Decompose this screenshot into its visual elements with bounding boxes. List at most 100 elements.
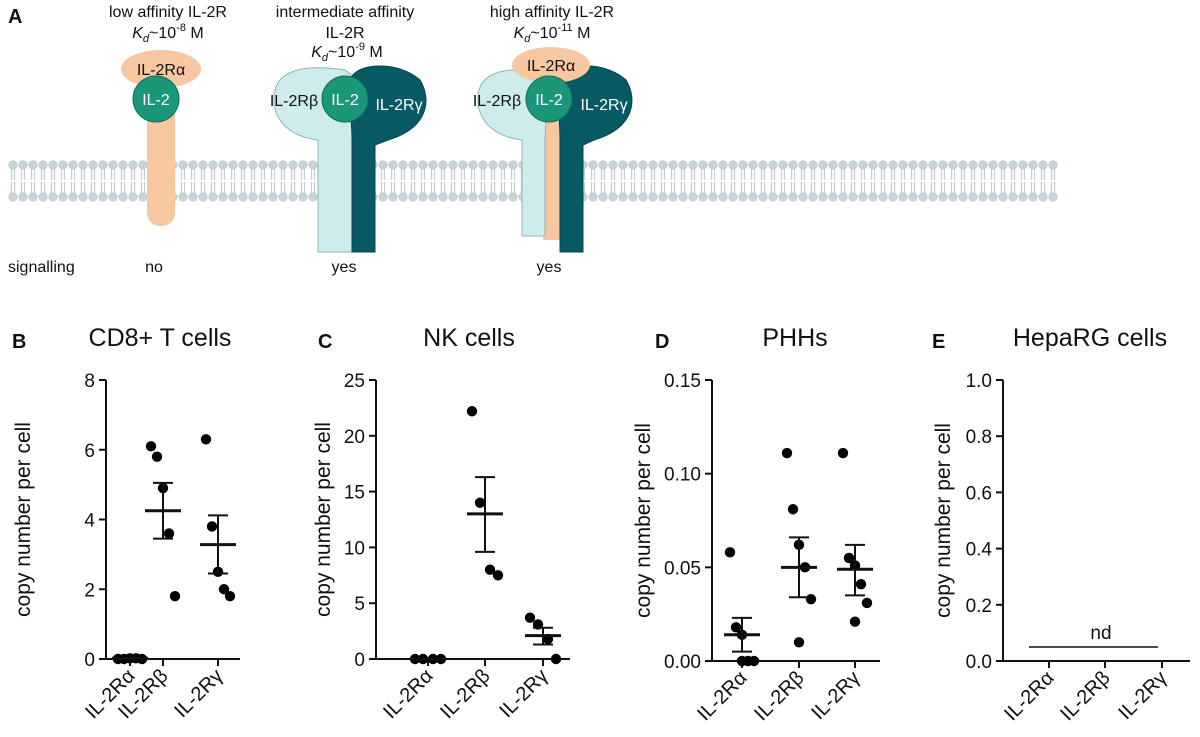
- data-point: [484, 564, 496, 575]
- signalling-no: no: [145, 259, 163, 276]
- intermediate-affinity-kd: Kd~10-9 M: [311, 41, 383, 64]
- x-category-label: IL-2Rβ: [1056, 667, 1114, 725]
- panel-label-d: D: [655, 331, 669, 353]
- y-tick-label: 2: [84, 580, 95, 601]
- y-tick-label: 5: [354, 594, 365, 615]
- data-point: [206, 521, 218, 532]
- il2-ligand: [321, 75, 369, 123]
- x-category-label: IL-2Rα: [379, 665, 437, 723]
- chart-title: PHHs: [762, 324, 827, 352]
- data-point: [218, 584, 230, 595]
- y-tick-label: 0.4: [966, 540, 993, 561]
- il2r-alpha-stalk: [147, 92, 175, 226]
- il2-ligand: [132, 75, 180, 123]
- chart-title: NK cells: [423, 324, 515, 352]
- panel-d: D PHHs 0.00 0.05 0.10 0.15 copy number per cel…: [632, 324, 880, 725]
- data-point: [492, 570, 504, 581]
- x-category-label: IL-2Rβ: [436, 665, 494, 723]
- il2r-gamma-label: IL-2Rγ: [580, 97, 627, 114]
- chart-title: CD8+ T cells: [89, 324, 232, 352]
- data-point: [524, 612, 536, 623]
- y-tick-label: 10: [344, 538, 365, 559]
- signalling-row-label: signalling: [8, 259, 75, 276]
- x-category-label: IL-2Rγ: [170, 665, 227, 722]
- y-axis-label: copy number per cell: [932, 423, 955, 618]
- signalling-yes: yes: [537, 259, 562, 276]
- y-tick-label: 8: [84, 371, 95, 392]
- data-point: [730, 622, 742, 633]
- il2r-alpha-label: IL-2Rα: [527, 58, 575, 75]
- y-tick-label: 15: [344, 483, 365, 504]
- il2r-alpha-label: IL-2Rα: [137, 62, 185, 79]
- il2r-beta-label: IL-2Rβ: [270, 93, 318, 110]
- y-tick-label: 0.05: [664, 558, 701, 579]
- data-point: [736, 655, 748, 667]
- chart-title: HepaRG cells: [1013, 324, 1167, 352]
- panel-label-a: A: [8, 6, 22, 28]
- il2-label: IL-2: [535, 92, 563, 109]
- y-tick-label: 1.0: [966, 371, 992, 392]
- il2r-beta-label: IL-2Rβ: [473, 93, 521, 110]
- data-point: [724, 547, 736, 558]
- panel-e: E HepaRG cells 0.0 0.2 0.4 0.6 0.8 1.0 copy numb…: [932, 324, 1190, 725]
- data-point: [849, 616, 861, 627]
- data-point: [861, 597, 873, 609]
- y-tick-label: 20: [344, 427, 365, 448]
- panel-b: B CD8+ T cells 0 2 4 6 8 copy number per cell IL…: [12, 324, 240, 723]
- il2-ligand: [525, 75, 573, 123]
- panel-label-b: B: [12, 331, 26, 353]
- data-point: [145, 441, 157, 452]
- x-category-label: IL-2Rγ: [1114, 667, 1171, 724]
- data-point: [163, 528, 175, 539]
- data-point: [793, 637, 805, 648]
- receptor-low-affinity: low affinity IL-2R Kd~10-8 M IL-2Rα IL-2…: [109, 4, 227, 276]
- y-tick-label: 0.15: [664, 371, 701, 392]
- high-affinity-title: high affinity IL-2R: [490, 4, 614, 21]
- nd-annotation: nd: [1090, 623, 1111, 644]
- data-point: [781, 447, 793, 459]
- il2-label: IL-2: [331, 92, 359, 109]
- il2r-alpha-stalk: [543, 120, 563, 240]
- y-tick-label: 0.8: [966, 427, 992, 448]
- y-tick-label: 0.00: [664, 652, 701, 673]
- x-category-label: IL-2Rβ: [750, 667, 808, 725]
- high-affinity-kd: Kd~10-11 M: [514, 22, 591, 45]
- data-point: [550, 653, 562, 665]
- signalling-yes: yes: [332, 259, 357, 276]
- y-tick-label: 0.0: [966, 652, 992, 673]
- data-point: [169, 591, 181, 602]
- y-tick-label: 0.10: [664, 465, 701, 486]
- x-category-label: IL-2Rγ: [495, 665, 552, 722]
- low-affinity-kd: Kd~10-8 M: [132, 22, 204, 45]
- panel-label-e: E: [932, 331, 945, 353]
- data-point: [200, 434, 212, 445]
- data-point: [837, 447, 849, 459]
- il2r-gamma-label: IL-2Rγ: [375, 97, 422, 114]
- data-point: [787, 504, 799, 515]
- data-point: [748, 655, 760, 667]
- data-point: [151, 451, 163, 462]
- receptor-intermediate-affinity: intermediate affinity IL-2R Kd~10-9 M IL…: [270, 4, 427, 276]
- y-tick-label: 0: [84, 650, 95, 671]
- panel-c: C NK cells 0 5 10 15 20 25 copy number per cell I…: [312, 324, 570, 723]
- y-tick-label: 0.6: [966, 483, 992, 504]
- receptor-high-affinity: high affinity IL-2R Kd~10-11 M IL-2Rα IL…: [473, 4, 633, 276]
- data-point: [474, 497, 486, 508]
- il2-label: IL-2: [142, 92, 170, 109]
- y-axis-label: copy number per cell: [12, 422, 35, 617]
- y-tick-label: 0.2: [966, 596, 992, 617]
- panel-a: A low affinity IL-2R Kd~10-8 M IL-2Rα IL…: [8, 4, 1058, 276]
- y-tick-label: 0: [354, 650, 365, 671]
- x-category-label: IL-2Rα: [693, 667, 751, 725]
- il2r-alpha-head: [512, 47, 590, 83]
- data-point: [843, 552, 855, 564]
- y-tick-label: 4: [84, 511, 95, 532]
- intermediate-affinity-title: intermediate affinity: [276, 4, 414, 21]
- data-point: [466, 406, 478, 417]
- data-point: [224, 591, 236, 602]
- low-affinity-title: low affinity IL-2R: [109, 4, 227, 21]
- y-axis-label: copy number per cell: [312, 422, 335, 617]
- intermediate-affinity-title-2: IL-2R: [325, 25, 364, 42]
- x-category-label: IL-2Rγ: [807, 667, 864, 724]
